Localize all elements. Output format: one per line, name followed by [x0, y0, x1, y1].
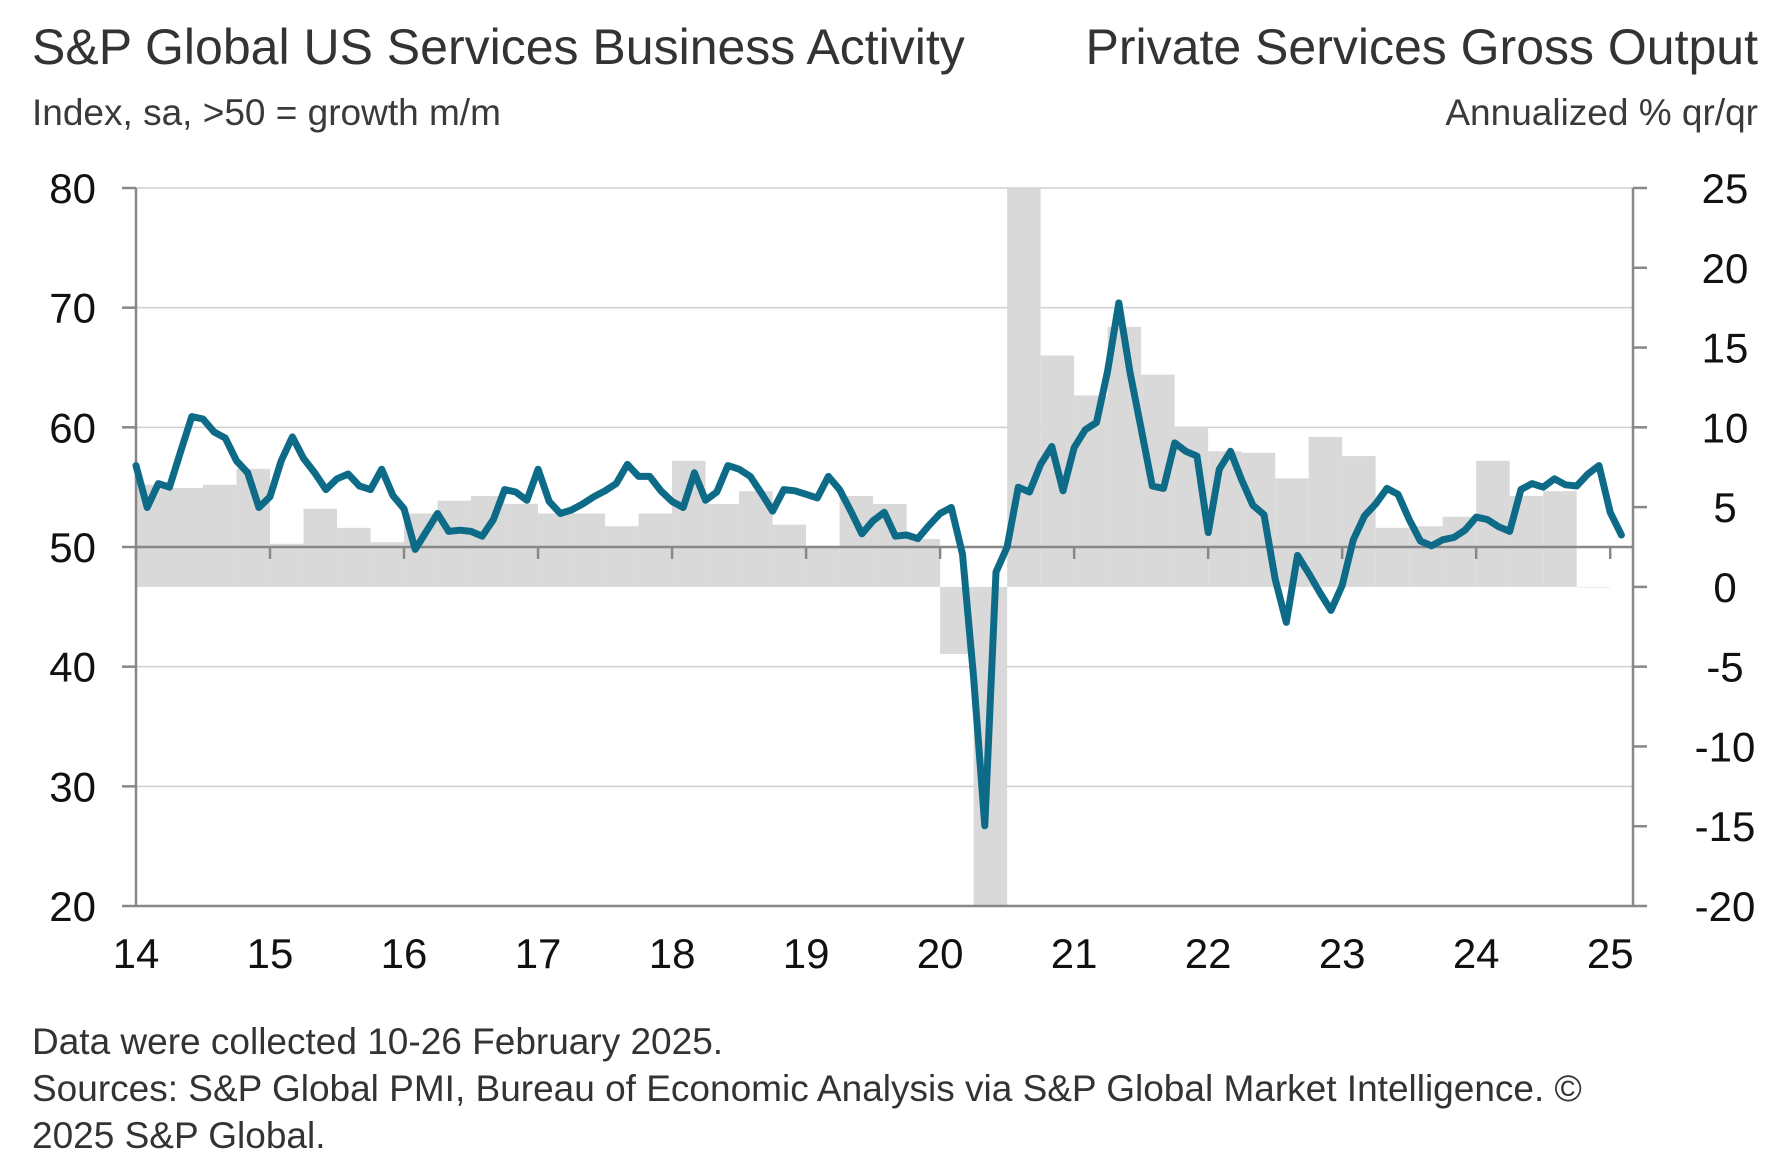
- bar: [1308, 436, 1343, 587]
- bar: [1576, 586, 1611, 588]
- right-tick-label: -20: [1695, 883, 1756, 930]
- bar: [605, 526, 639, 587]
- x-tick-label: 19: [783, 930, 830, 977]
- x-tick-label: 24: [1453, 930, 1500, 977]
- left-tick-label: 50: [49, 524, 96, 571]
- right-tick-label: 10: [1702, 404, 1749, 451]
- x-tick-label: 18: [649, 930, 696, 977]
- bar: [1543, 491, 1577, 587]
- bar: [772, 524, 807, 587]
- left-tick-label: 60: [49, 404, 96, 451]
- left-axis-subtitle: Index, sa, >50 = growth m/m: [32, 92, 501, 133]
- bar: [370, 542, 405, 587]
- x-tick-label: 25: [1587, 930, 1634, 977]
- footnote-collection-date: Data were collected 10-26 February 2025.: [32, 1021, 724, 1062]
- right-tick-label: 5: [1713, 484, 1736, 531]
- bar: [839, 495, 874, 587]
- right-tick-label: 15: [1702, 325, 1749, 372]
- bar: [203, 484, 237, 587]
- right-tick-label: -5: [1706, 644, 1743, 691]
- x-tick-label: 21: [1051, 930, 1098, 977]
- left-tick-label: 80: [49, 165, 96, 212]
- bar: [538, 513, 572, 587]
- right-tick-label: 0: [1713, 564, 1736, 611]
- left-axis-title: S&P Global US Services Business Activity: [32, 19, 965, 75]
- x-tick-label: 22: [1185, 930, 1232, 977]
- footnote-sources: Sources: S&P Global PMI, Bureau of Econo…: [32, 1068, 1582, 1109]
- bar: [504, 503, 539, 587]
- bar: [638, 513, 673, 587]
- pmi-line: [132, 299, 1625, 830]
- bar: [1375, 527, 1410, 587]
- bar: [270, 543, 304, 587]
- bar: [1141, 374, 1175, 587]
- right-tick-label: 25: [1702, 165, 1749, 212]
- chart-footnote: Data were collected 10-26 February 2025.…: [32, 1018, 1582, 1159]
- left-tick-label: 20: [49, 883, 96, 930]
- left-tick-label: 30: [49, 763, 96, 810]
- bar-series: [136, 188, 1611, 906]
- bar: [571, 513, 606, 587]
- bar: [337, 527, 371, 587]
- bar: [437, 500, 472, 587]
- bar: [1107, 326, 1142, 587]
- right-axis-subtitle: Annualized % qr/qr: [1445, 92, 1758, 133]
- x-tick-label: 15: [247, 930, 294, 977]
- footnote-copyright: 2025 S&P Global.: [32, 1115, 326, 1156]
- bar: [169, 487, 204, 587]
- left-tick-label: 70: [49, 285, 96, 332]
- left-tick-label: 40: [49, 644, 96, 691]
- right-tick-label: -15: [1695, 803, 1756, 850]
- right-tick-label: -10: [1695, 723, 1756, 770]
- bar: [806, 547, 840, 587]
- x-tick-label: 16: [381, 930, 428, 977]
- x-tick-label: 14: [113, 930, 160, 977]
- right-tick-label: 20: [1702, 245, 1749, 292]
- line-series: [132, 299, 1625, 830]
- right-axis-title: Private Services Gross Output: [1085, 19, 1758, 75]
- x-tick-label: 17: [515, 930, 562, 977]
- bar: [705, 503, 740, 587]
- axes: [122, 186, 1647, 908]
- x-tick-label: 20: [917, 930, 964, 977]
- x-tick-label: 23: [1319, 930, 1366, 977]
